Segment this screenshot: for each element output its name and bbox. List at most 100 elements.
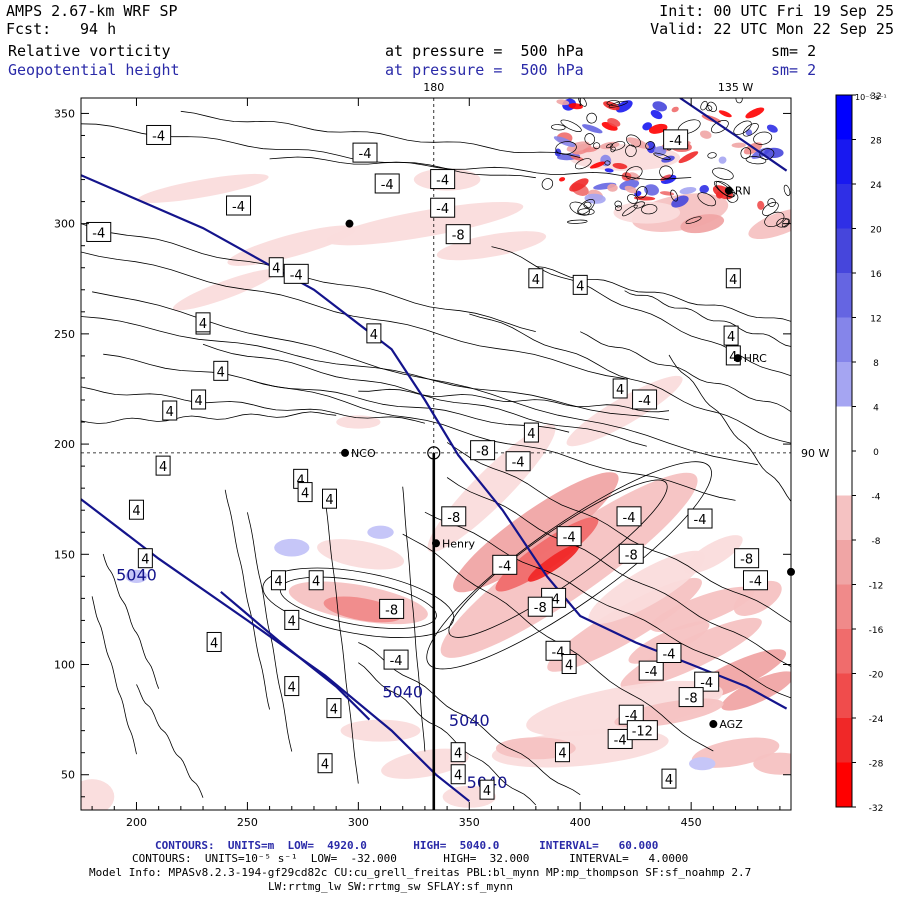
vorticity-contour [635,186,648,199]
x-tick-label: 300 [348,816,369,829]
vorticity-label-box [612,378,628,399]
vorticity-label: 4 [454,769,462,784]
vorticity-label-box [284,676,300,697]
vorticity-label-box [618,543,644,564]
vorticity-label-box [366,323,382,344]
vorticity-label-box [523,422,539,443]
vorticity-label-box [383,649,409,670]
contour-labels: 5040504050405040-4-4-4-4-4-4-4-4-4-4-4-4… [86,124,768,800]
vorticity-label: 4 [272,262,280,277]
vorticity-contour [606,143,614,149]
vorticity-label: 4 [616,383,624,398]
vorticity-contour [625,144,637,157]
vorticity-contour [776,217,789,228]
vorticity-label: 4 [210,636,218,651]
vorticity-contour [700,100,708,111]
vorticity-contour [574,158,592,170]
vorticity-blob [652,101,668,112]
colorbar-swatch [836,584,852,630]
vorticity-contour [626,134,641,148]
vorticity-contour [715,180,736,198]
vorticity-contour [446,477,791,667]
colorbar-tick-label: 16 [870,270,882,280]
colorbar-tick-label: -12 [869,582,884,592]
vorticity-label: -8 [447,511,460,526]
vorticity-label: -4 [232,200,245,215]
vorticity-contour [555,141,577,155]
vorticity-label: -8 [476,445,489,460]
height-label: 5040 [116,566,157,585]
vorticity-contour [224,489,270,710]
vorticity-contour [586,112,597,124]
vorticity-blob [671,106,679,113]
vorticity-label-box [128,499,144,520]
vorticity-label-box [162,400,178,421]
y-tick-label: 200 [54,438,75,451]
vorticity-contour [262,567,455,638]
vorticity-blob [678,151,699,164]
vorticity-blob [745,107,765,119]
vorticity-contour [735,98,743,104]
vorticity-label: 4 [194,394,202,409]
vorticity-label-box [374,173,400,194]
vorticity-blob [568,103,583,110]
vorticity-label: 4 [576,279,584,294]
vorticity-contour [713,180,734,198]
vorticity-label-box [638,660,664,681]
vorticity-label-box [492,554,518,575]
vorticity-blob [436,231,547,261]
vorticity-blob [317,539,405,570]
vorticity-blob [584,193,606,204]
vorticity-label-box [206,631,222,652]
colorbar-swatch [836,139,852,185]
vorticity-blob [588,550,706,624]
vorticity-label: 4 [370,328,378,343]
colorbar-swatch [836,718,852,763]
vorticity-contour [567,219,588,224]
vorticity-contour [668,354,791,502]
vorticity-label: -4 [359,147,372,162]
vorticity-contour [560,119,582,132]
vorticity-label-box [326,698,342,719]
vorticity-label-box [191,389,207,410]
colorbar-swatch [836,673,852,719]
vorticity-blob [715,191,724,199]
vorticity-contour [102,553,160,689]
height-contour-info: CONTOURS: UNITS=m LOW= 4920.0 HIGH= 5040… [155,839,659,852]
vorticity-label-box [528,268,544,289]
vorticity-contour [358,662,537,806]
vorticity-label-box [694,671,720,692]
vorticity-contour [81,316,670,421]
vorticity-label-box [195,312,211,333]
vorticity-blob [137,173,269,203]
colorbar-swatch [836,228,852,274]
station-dot [733,354,742,363]
vorticity-label-box [441,506,467,527]
vorticity-contour [624,290,791,347]
vorticity-label-box [678,687,704,708]
vorticity-label-box [561,654,577,675]
colorbar-tick-label: 28 [870,137,882,147]
vorticity-contour [742,123,759,137]
vorticity-label: -4 [290,268,303,283]
vorticity-contour [712,167,734,180]
vorticity-label-box [663,129,689,150]
vorticity-label-box [155,455,171,476]
stations: NCO Henry HRC AGZ RN [341,185,795,731]
vorticity-blob [689,757,716,771]
vorticity-contour [577,199,595,215]
vorticity-label-box [322,488,337,509]
vorticity-contour [358,388,670,413]
vorticity-label-box [743,570,768,591]
vorticity-label: 4 [288,681,296,696]
vorticity-label: -4 [645,665,658,680]
vorticity-blob [227,225,357,266]
vorticity-contour [580,331,791,413]
vorticity-blob [646,141,656,154]
height-contour-5040 [81,174,788,710]
vorticity-contour [645,141,655,150]
vorticity-label: 4 [132,504,140,519]
vorticity-blob [556,99,570,106]
vorticity-label: 4 [217,365,225,380]
vorticity-label-box [450,742,466,763]
